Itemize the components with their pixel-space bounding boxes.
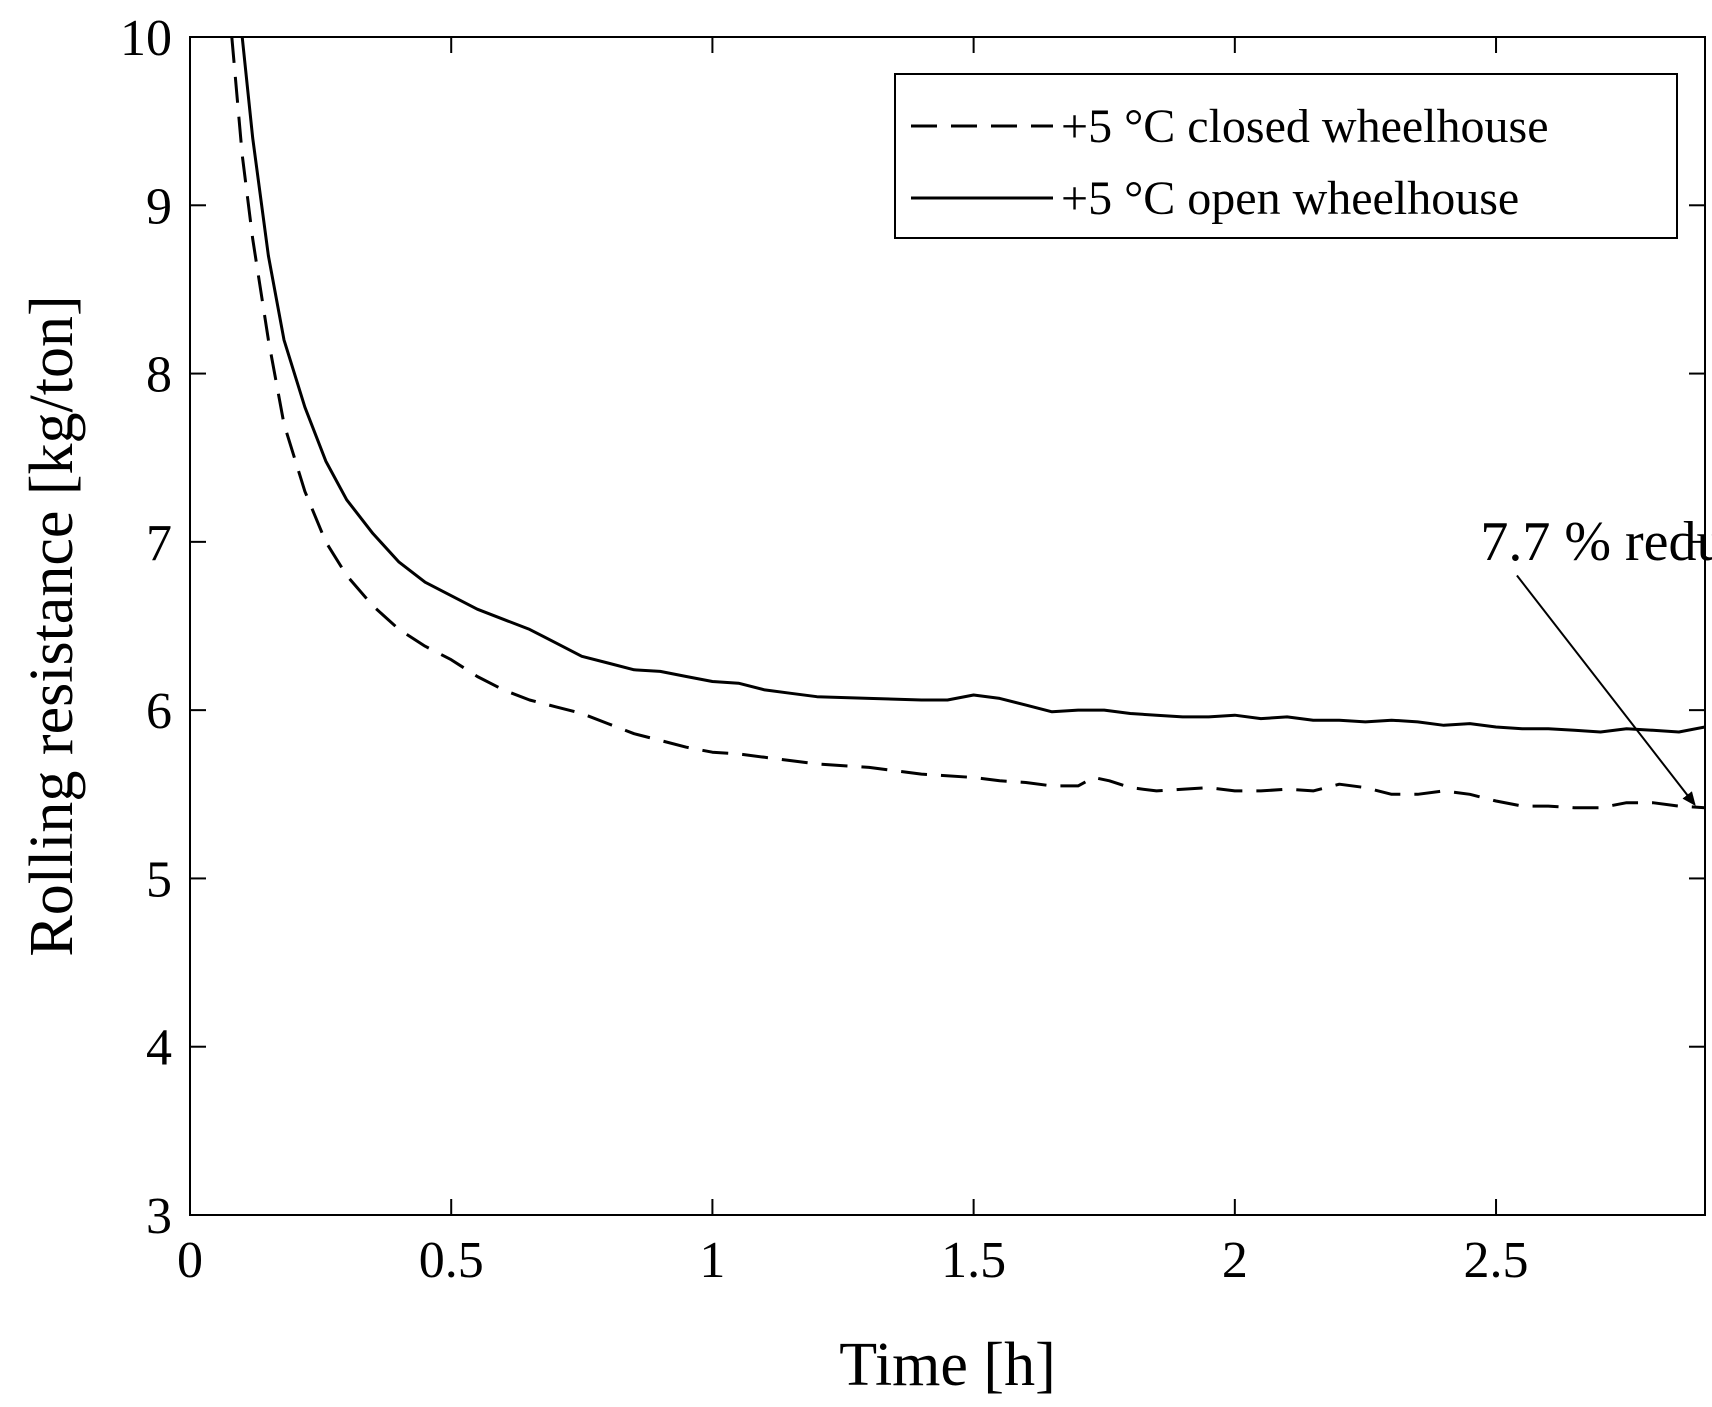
series-line-closed-wheelhouse bbox=[230, 37, 1705, 810]
x-tick-label: 0.5 bbox=[419, 1232, 484, 1289]
legend-label-closed: +5 °C closed wheelhouse bbox=[1061, 100, 1549, 153]
tick-marks bbox=[189, 36, 1705, 1216]
y-tick-label: 4 bbox=[146, 1020, 172, 1077]
y-tick-label: 10 bbox=[120, 10, 172, 67]
x-tick-label: 1.5 bbox=[941, 1232, 1006, 1289]
plot-area bbox=[230, 37, 1705, 810]
x-tick-label: 0 bbox=[177, 1232, 203, 1289]
y-tick-label: 5 bbox=[146, 851, 172, 908]
axes bbox=[189, 36, 1706, 1216]
y-tick-label: 7 bbox=[146, 515, 172, 572]
y-tick-label: 3 bbox=[146, 1188, 172, 1245]
annotation-text: 7.7 % reduction bbox=[1480, 511, 1712, 573]
legend-label-open: +5 °C open wheelhouse bbox=[1061, 172, 1519, 225]
axes-frame bbox=[189, 36, 1706, 1216]
annotation: 7.7 % reduction bbox=[1480, 511, 1712, 806]
series-line-open-wheelhouse bbox=[240, 37, 1705, 734]
x-tick-label: 2 bbox=[1222, 1232, 1248, 1289]
y-tick-labels: 3 4 5 6 7 8 9 10 bbox=[120, 10, 172, 1245]
x-axis-label: Time [h] bbox=[839, 1331, 1055, 1399]
x-tick-label: 1 bbox=[699, 1232, 725, 1289]
y-tick-label: 9 bbox=[146, 178, 172, 235]
x-tick-label: 2.5 bbox=[1464, 1232, 1529, 1289]
legend: +5 °C closed wheelhouse +5 °C open wheel… bbox=[894, 73, 1678, 239]
y-tick-label: 8 bbox=[146, 347, 172, 404]
annotation-arrow bbox=[1516, 574, 1696, 806]
legend-box bbox=[894, 73, 1678, 239]
x-tick-labels: 0 0.5 1 1.5 2 2.5 bbox=[177, 1232, 1529, 1289]
y-tick-label: 6 bbox=[146, 683, 172, 740]
y-axis-label: Rolling resistance [kg/ton] bbox=[18, 295, 86, 956]
